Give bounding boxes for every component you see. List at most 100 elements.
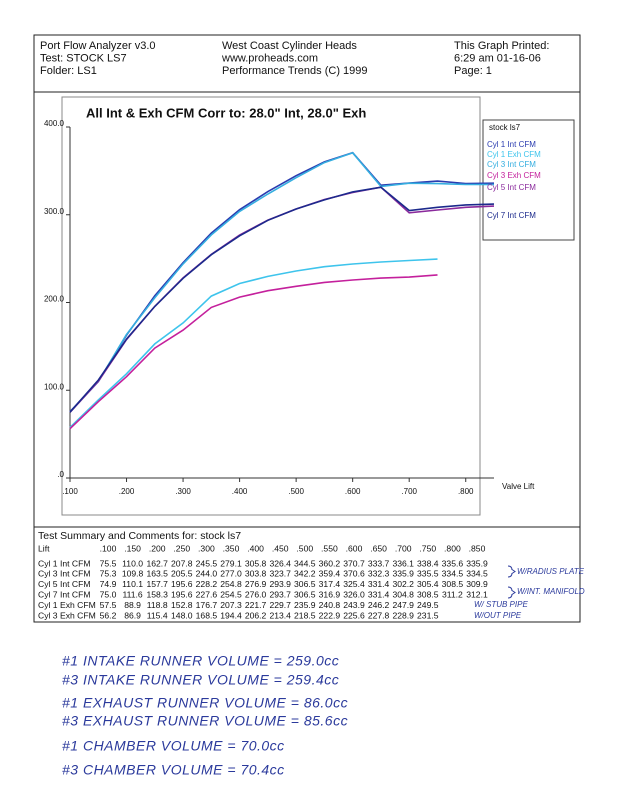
table-cell: 111.6: [122, 589, 142, 599]
table-cell: 228.2: [196, 579, 218, 589]
table-cell: 342.2: [294, 569, 316, 579]
table-cell: 57.5: [100, 600, 117, 610]
table-header: .200: [149, 543, 166, 553]
table-cell: Cyl 5 Int CFM: [38, 579, 91, 589]
y-tick-label: 100.0: [44, 382, 65, 391]
table-cell: 370.7: [343, 558, 365, 568]
table-cell: 311.2: [442, 589, 463, 599]
handwritten-annotation: W/OUT PIPE: [474, 611, 522, 620]
header-text: www.proheads.com: [221, 52, 318, 64]
handwritten-note: #3 INTAKE RUNNER VOLUME = 259.4cc: [62, 672, 339, 688]
table-cell: 118.8: [147, 600, 168, 610]
table-cell: 293.9: [269, 579, 291, 589]
table-cell: 206.2: [245, 610, 267, 620]
table-cell: 305.8: [245, 558, 267, 568]
table-cell: 334.5: [466, 569, 488, 579]
table-cell: 344.5: [294, 558, 316, 568]
table-cell: 86.9: [124, 610, 141, 620]
table-cell: 309.9: [466, 579, 488, 589]
table-cell: 254.5: [220, 589, 242, 599]
table-cell: 231.5: [417, 610, 439, 620]
table-cell: 335.9: [392, 569, 414, 579]
table-cell: 207.8: [171, 558, 193, 568]
table-cell: 218.5: [294, 610, 316, 620]
handwritten-annotation: W/INT. MANIFOLD: [517, 587, 585, 596]
brace: [507, 586, 516, 599]
series-line: [69, 274, 438, 430]
handwritten-annotation: W/RADIUS PLATE: [517, 567, 585, 576]
table-cell: 308.5: [417, 589, 439, 599]
table-cell: 335.6: [442, 558, 464, 568]
table-cell: Cyl 1 Int CFM: [38, 558, 91, 568]
table-cell: 213.4: [269, 610, 291, 620]
table-cell: 222.9: [319, 610, 341, 620]
table-cell: 335.9: [466, 558, 488, 568]
table-cell: 335.5: [417, 569, 439, 579]
outer-frame: [33, 34, 581, 623]
x-tick-label: .200: [119, 487, 135, 496]
table-title: Test Summary and Comments for: stock ls7: [38, 530, 241, 542]
header-text: This Graph Printed:: [454, 40, 549, 52]
table-cell: 194.4: [220, 610, 242, 620]
table-cell: 336.1: [392, 558, 414, 568]
table-cell: 163.5: [146, 569, 168, 579]
table-cell: 195.6: [171, 589, 193, 599]
legend-title: stock ls7: [489, 123, 521, 132]
legend-box: [482, 119, 575, 241]
table-cell: 162.7: [146, 558, 168, 568]
legend-entry: Cyl 1 Exh CFM: [487, 150, 541, 159]
x-tick-label: .500: [288, 487, 304, 496]
table-cell: 254.8: [220, 579, 242, 589]
table-cell: 88.9: [124, 600, 141, 610]
table-cell: 334.5: [442, 569, 464, 579]
legend-entry: Cyl 3 Exh CFM: [487, 171, 541, 180]
plot-frame: [61, 96, 481, 516]
table-header: .700: [395, 543, 412, 553]
header-text: Performance Trends (C) 1999: [222, 65, 368, 77]
table-cell: Cyl 3 Exh CFM: [38, 610, 96, 620]
table-cell: 205.5: [171, 569, 193, 579]
table-cell: 308.5: [442, 579, 464, 589]
table-cell: 302.2: [392, 579, 414, 589]
table-cell: 247.9: [392, 600, 414, 610]
table-cell: 74.9: [100, 579, 117, 589]
table-header: .350: [223, 543, 240, 553]
table-cell: 157.7: [146, 579, 168, 589]
table-header: .800: [444, 543, 461, 553]
table-cell: 225.6: [343, 610, 365, 620]
table-cell: 110.0: [122, 558, 143, 568]
y-tick-label: 200.0: [44, 295, 65, 304]
table-cell: 176.7: [196, 600, 218, 610]
table-header: .750: [419, 543, 436, 553]
table-cell: 75.3: [100, 569, 117, 579]
table-cell: 221.7: [245, 600, 267, 610]
table-cell: 331.4: [368, 579, 390, 589]
x-tick-label: .100: [62, 487, 78, 496]
table-cell: 279.1: [220, 558, 242, 568]
table-cell: 246.2: [368, 600, 390, 610]
table-cell: 323.7: [269, 569, 291, 579]
table-cell: 243.9: [343, 600, 365, 610]
table-header: .100: [100, 543, 117, 553]
table-header: .450: [272, 543, 289, 553]
table-header: Lift: [38, 543, 50, 553]
legend-entry: Cyl 1 Int CFM: [487, 140, 536, 149]
table-cell: 338.4: [417, 558, 439, 568]
header-text: Port Flow Analyzer v3.0: [40, 40, 156, 52]
header-text: Folder: LS1: [40, 65, 97, 77]
series-line: [69, 151, 494, 413]
header-text: Test: STOCK LS7: [40, 52, 127, 64]
table-cell: 229.7: [269, 600, 291, 610]
table-cell: 304.8: [392, 589, 414, 599]
table-cell: 195.6: [171, 579, 193, 589]
table-header: .650: [370, 543, 387, 553]
x-tick-label: .800: [458, 487, 474, 496]
series-line: [69, 258, 438, 429]
table-cell: 110.1: [122, 579, 143, 589]
handwritten-note: #1 INTAKE RUNNER VOLUME = 259.0cc: [62, 653, 339, 669]
table-cell: 227.8: [368, 610, 390, 620]
table-header: .850: [469, 543, 486, 553]
